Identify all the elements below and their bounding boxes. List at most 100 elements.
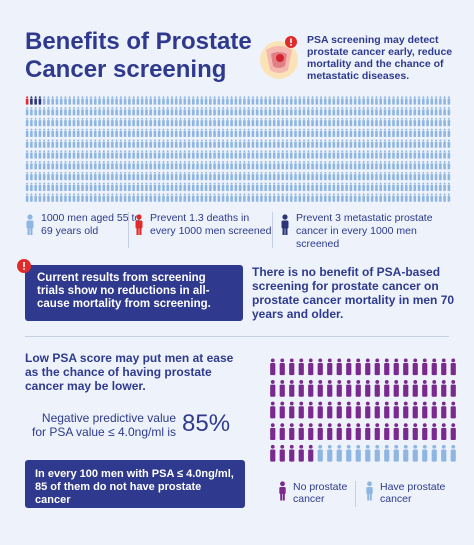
person-icon — [42, 128, 46, 137]
person-icon — [157, 161, 161, 170]
person-icon — [387, 117, 391, 127]
person-icon — [319, 161, 323, 170]
person-icon — [174, 96, 178, 105]
person-icon — [72, 150, 76, 159]
person-icon — [200, 117, 204, 127]
person-icon — [375, 171, 378, 181]
person-light-icon — [336, 444, 342, 462]
person-purple-icon — [431, 423, 437, 440]
person-icon — [106, 182, 110, 191]
person-red-icon — [25, 96, 29, 105]
person-icon — [132, 107, 135, 116]
person-icon — [434, 193, 438, 202]
person-icon — [328, 128, 331, 137]
person-icon — [153, 139, 157, 148]
person-icon — [430, 182, 434, 191]
person-icon — [422, 96, 425, 105]
person-purple-icon — [355, 380, 361, 397]
person-icon — [383, 193, 387, 202]
person-icon — [277, 117, 280, 127]
person-icon — [306, 139, 310, 148]
person-icon — [42, 139, 46, 148]
person-icon — [375, 117, 378, 127]
person-icon — [281, 182, 285, 191]
person-dark-icon — [38, 96, 42, 105]
page-title: Benefits of Prostate Cancer screening — [25, 28, 252, 83]
person-icon — [324, 107, 327, 116]
person-icon — [328, 161, 331, 170]
person-icon — [294, 150, 297, 159]
person-icon — [366, 161, 370, 170]
person-icon — [417, 150, 421, 159]
person-icon — [434, 182, 438, 191]
person-icon — [272, 117, 276, 127]
person-icon — [277, 150, 280, 159]
person-icon — [140, 139, 144, 148]
person-icon — [89, 96, 93, 105]
person-icon — [204, 96, 208, 105]
person-icon — [34, 139, 37, 148]
person-icon — [136, 139, 140, 148]
person-icon — [439, 117, 442, 127]
person-icon — [255, 117, 259, 127]
person-icon — [400, 128, 404, 137]
person-icon — [106, 96, 110, 105]
person-icon — [336, 96, 340, 105]
person-icon — [153, 193, 157, 202]
person-icon — [64, 182, 67, 191]
person-icon — [106, 107, 110, 116]
person-icon — [336, 117, 340, 127]
person-icon — [111, 96, 114, 105]
person-purple-icon — [317, 401, 323, 419]
person-icon — [64, 96, 67, 105]
person-icon — [392, 117, 395, 127]
person-icon — [341, 193, 344, 202]
person-icon — [64, 128, 67, 137]
person-icon — [353, 161, 357, 170]
person-icon — [170, 182, 174, 191]
person-icon — [34, 117, 37, 127]
alert-box: Current results from screening trials sh… — [25, 265, 243, 321]
person-icon — [226, 139, 229, 148]
person-icon — [264, 117, 267, 127]
person-icon — [447, 161, 451, 170]
person-icon — [409, 96, 412, 105]
person-icon — [55, 182, 59, 191]
person-purple-icon — [317, 423, 323, 440]
person-icon — [345, 182, 348, 191]
person-icon — [68, 128, 72, 137]
person-icon — [102, 139, 106, 148]
person-icon — [111, 107, 114, 116]
person-icon — [422, 193, 425, 202]
person-icon — [362, 107, 365, 116]
person-icon — [234, 128, 238, 137]
person-light-icon — [450, 444, 456, 462]
person-icon — [85, 182, 89, 191]
person-icon — [81, 117, 84, 127]
person-purple-icon — [298, 358, 304, 376]
person-icon — [68, 117, 72, 127]
person-icon — [72, 117, 76, 127]
person-icon — [272, 161, 276, 170]
person-icon — [315, 161, 319, 170]
person-icon — [238, 107, 242, 116]
person-icon — [93, 193, 97, 202]
person-icon — [55, 161, 59, 170]
person-icon — [434, 171, 438, 181]
person-icon — [149, 182, 152, 191]
person-icon — [179, 171, 182, 181]
person-icon — [400, 161, 404, 170]
person-icon — [128, 139, 131, 148]
person-icon — [187, 128, 191, 137]
person-icon — [247, 150, 250, 159]
person-icon — [102, 161, 106, 170]
person-purple-icon — [431, 380, 437, 397]
person-icon — [366, 107, 370, 116]
person-purple-icon — [450, 380, 456, 397]
person-icon — [379, 139, 383, 148]
person-icon — [183, 171, 187, 181]
legend-men-aged-label: 1000 men aged 55 to 69 years old — [41, 212, 141, 237]
person-purple-icon — [346, 401, 352, 419]
person-icon — [93, 182, 97, 191]
person-icon — [417, 107, 421, 116]
